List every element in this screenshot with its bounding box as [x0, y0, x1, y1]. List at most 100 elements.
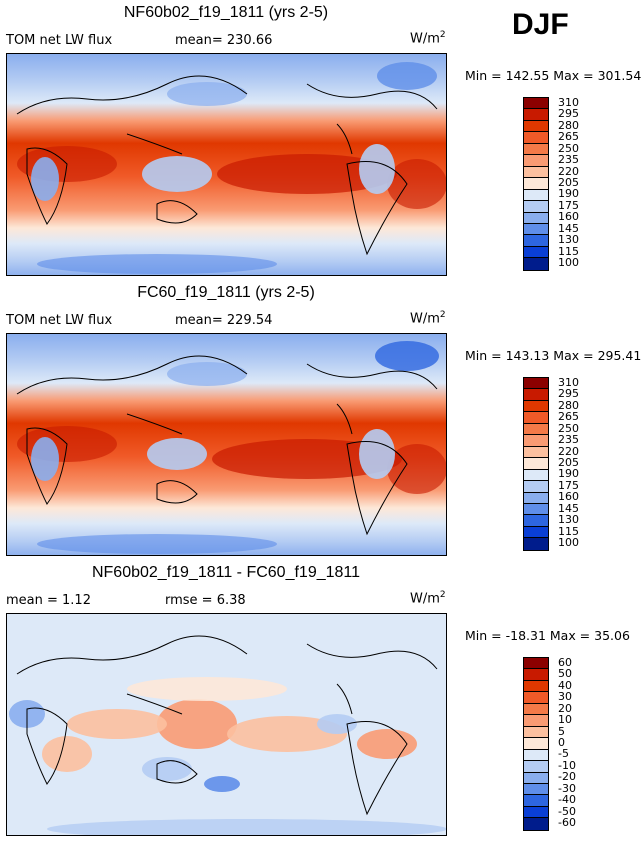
colorbar-tick-label: 50	[558, 667, 572, 681]
panel-2-units: W/m2	[410, 310, 446, 327]
colorbar-swatch	[524, 155, 548, 167]
colorbar-tick-label: -30	[558, 781, 576, 795]
colorbar-tick-label: 220	[558, 164, 579, 178]
colorbar-swatch	[524, 761, 548, 773]
cool-spot	[359, 429, 395, 479]
colorbar-swatch	[524, 223, 548, 236]
colorbar-swatch	[524, 526, 548, 539]
panel-1-map	[6, 53, 447, 276]
warm-anomaly	[67, 709, 167, 739]
colorbar-swatch	[524, 178, 548, 190]
panel-1-title: NF60b02_f19_1811 (yrs 2-5)	[123, 4, 329, 21]
panel-1-left-label: TOM net LW flux	[6, 33, 113, 48]
colorbar-tick-label: -50	[558, 804, 576, 818]
colorbar-swatch	[524, 469, 548, 482]
colorbar-swatch	[524, 669, 548, 681]
colorbar-tick-label: 100	[558, 536, 579, 550]
colorbar-swatch	[524, 692, 548, 704]
colorbar-tick-label: 60	[558, 655, 572, 669]
panel-3-title: NF60b02_f19_1811 - FC60_f19_1811	[91, 564, 361, 581]
colorbar-tick-label: 5	[558, 724, 565, 738]
colorbar-tick-label: -20	[558, 770, 576, 784]
panel-3-units: W/m2	[410, 590, 446, 607]
panel-2-colorbar	[523, 377, 549, 551]
colorbar-tick-label: 205	[558, 456, 579, 469]
colorbar-swatch	[524, 738, 548, 750]
colorbar-tick-label: -5	[558, 747, 569, 761]
warm-band	[217, 154, 397, 194]
panel-2-mean-label: mean= 229.54	[175, 313, 273, 328]
colorbar-tick-label: 295	[558, 387, 579, 401]
colorbar-tick-label: 160	[558, 490, 579, 504]
colorbar-tick-label: 130	[558, 513, 579, 527]
colorbar-swatch	[524, 378, 548, 390]
cool-spot	[167, 82, 247, 106]
warm-anomaly	[127, 677, 287, 701]
warm-anomaly	[357, 729, 417, 759]
colorbar-swatch	[524, 795, 548, 807]
colorbar-swatch	[524, 492, 548, 504]
warm-anomaly	[157, 699, 237, 749]
panel-1-mean-label: mean= 230.66	[175, 33, 273, 48]
colorbar-swatch	[524, 726, 548, 739]
colorbar-tick-label: 250	[558, 421, 579, 435]
panel-3-mean-label: mean = 1.12	[6, 593, 91, 608]
cool-spot	[31, 437, 59, 481]
colorbar-swatch	[524, 389, 548, 401]
panel-3-colorbar-labels: 60 50 40 30 20 10 5 0 -5 -10 -20 -30 -40 -50 -60	[558, 655, 608, 831]
warm-anomaly	[227, 716, 347, 752]
colorbar-swatch	[524, 132, 548, 144]
season-label: DJF	[512, 8, 569, 41]
colorbar-tick-label: 280	[558, 118, 579, 132]
cool-spot	[147, 438, 207, 470]
colorbar-tick-label: 235	[558, 433, 579, 447]
colorbar-tick-label: 220	[558, 444, 579, 458]
colorbar-tick-label: 115	[558, 244, 579, 258]
colorbar-tick-label: 265	[558, 130, 579, 144]
cool-anomaly	[204, 776, 240, 792]
cool-spot	[377, 62, 437, 90]
colorbar-tick-label: 310	[558, 375, 579, 389]
colorbar-swatch	[524, 680, 548, 693]
colorbar-tick-label: 265	[558, 410, 579, 424]
colorbar-tick-label: 190	[558, 467, 579, 481]
cool-spot	[167, 362, 247, 386]
panel-2-title: FC60_f19_1811 (yrs 2-5)	[137, 284, 315, 301]
colorbar-swatch	[524, 109, 548, 121]
cool-spot	[31, 157, 59, 201]
colorbar-tick-label: 175	[558, 478, 579, 492]
panel-3-colorbar	[523, 657, 549, 831]
colorbar-tick-label: -10	[558, 758, 576, 772]
colorbar-swatch	[524, 658, 548, 670]
panel-2-left-label: TOM net LW flux	[6, 313, 113, 328]
panel-2-map	[6, 333, 447, 556]
colorbar-swatch	[524, 818, 548, 830]
panel-3-rmse-label: rmse = 6.38	[165, 593, 246, 608]
panel-2-colorbar-labels: 310 295 280 265 250 235 220 205 190 175 160 145 130 1…	[558, 375, 608, 551]
colorbar-swatch	[524, 715, 548, 727]
colorbar-swatch	[524, 749, 548, 762]
colorbar-tick-label: -60	[558, 816, 576, 830]
colorbar-swatch	[524, 772, 548, 784]
cool-spot	[359, 144, 395, 194]
colorbar-tick-label: 160	[558, 210, 579, 224]
colorbar-swatch	[524, 166, 548, 179]
colorbar-tick-label: 205	[558, 176, 579, 189]
colorbar-swatch	[524, 703, 548, 716]
colorbar-tick-label: 30	[558, 690, 572, 704]
colorbar-swatch	[524, 435, 548, 447]
colorbar-tick-label: 40	[558, 678, 572, 692]
panel-1-colorbar	[523, 97, 549, 271]
coastline	[16, 75, 438, 256]
colorbar-tick-label: 0	[558, 736, 565, 749]
colorbar-swatch	[524, 446, 548, 459]
panel-3-minmax: Min = -18.31 Max = 35.06	[465, 628, 630, 643]
colorbar-swatch	[524, 189, 548, 202]
colorbar-tick-label: 145	[558, 221, 579, 235]
colorbar-swatch	[524, 458, 548, 470]
colorbar-tick-label: 280	[558, 398, 579, 412]
warm-anomaly	[42, 736, 92, 772]
coastline	[16, 635, 438, 816]
colorbar-swatch	[524, 212, 548, 224]
colorbar-swatch	[524, 503, 548, 516]
